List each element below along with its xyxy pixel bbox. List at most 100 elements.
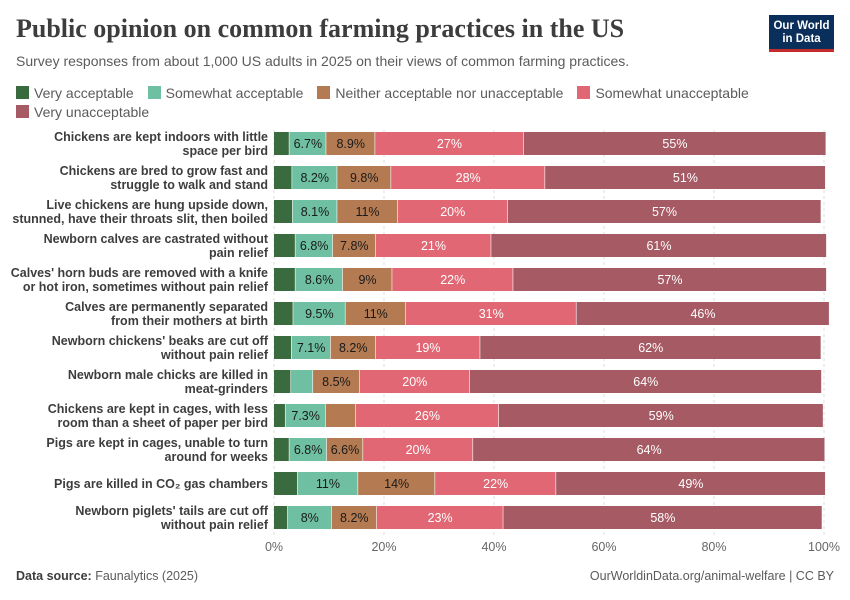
data-label: 8.2% <box>300 171 329 185</box>
bar-segment <box>295 234 333 257</box>
category-label: Calves' horn buds are removed with a kni… <box>11 266 268 280</box>
data-label: 20% <box>406 443 431 457</box>
chart-legend: Very acceptable Somewhat acceptable Neit… <box>16 83 816 121</box>
data-label: 9.5% <box>305 307 334 321</box>
category-label: Calves are permanently separated <box>65 300 268 314</box>
x-tick-label: 40% <box>481 540 506 554</box>
bar-segment <box>274 166 292 189</box>
data-label: 26% <box>415 409 440 423</box>
bar-segment <box>331 506 377 529</box>
bar-segment <box>392 268 513 291</box>
bar-segment <box>285 404 326 427</box>
legend-item-somewhat-acceptable[interactable]: Somewhat acceptable <box>147 83 304 102</box>
data-label: 28% <box>456 171 481 185</box>
bar-segment <box>287 506 332 529</box>
chart-subtitle: Survey responses from about 1,000 US adu… <box>16 53 630 69</box>
category-label: Live chickens are hung upside down, <box>46 198 268 212</box>
bar-segment <box>274 404 285 427</box>
credit-link[interactable]: OurWorldinData.org/animal-welfare | CC B… <box>589 569 834 583</box>
category-label: Chickens are bred to grow fast and <box>60 164 268 178</box>
data-label: 9.8% <box>350 171 379 185</box>
bar-segment <box>337 200 398 223</box>
bar-segment <box>274 302 293 325</box>
data-label: 64% <box>637 443 662 457</box>
data-label: 6.8% <box>300 239 329 253</box>
bar-segment <box>376 506 503 529</box>
data-label: 22% <box>483 477 508 491</box>
data-label: 21% <box>421 239 446 253</box>
x-tick-label: 20% <box>371 540 396 554</box>
bar-segment <box>274 438 289 461</box>
data-label: 57% <box>652 205 677 219</box>
data-label: 7.3% <box>291 409 320 423</box>
bar-segment <box>292 166 337 189</box>
data-source: Data source: Faunalytics (2025) <box>16 569 198 583</box>
data-label: 22% <box>440 273 465 287</box>
bar-segment <box>523 132 826 155</box>
legend-item-neither[interactable]: Neither acceptable nor unacceptable <box>317 83 563 102</box>
bar-segment <box>337 166 391 189</box>
bar-segment <box>274 132 289 155</box>
x-tick-label: 100% <box>808 540 840 554</box>
legend-item-very-unacceptable[interactable]: Very unacceptable <box>16 102 149 121</box>
bar-segment <box>274 370 291 393</box>
bar-segment <box>291 336 331 359</box>
data-label: 23% <box>428 511 453 525</box>
bar-segment <box>358 472 435 495</box>
bar-segment <box>297 472 358 495</box>
bar-segment <box>491 234 827 257</box>
category-label: or hot iron, sometimes without pain reli… <box>23 280 269 294</box>
legend-item-somewhat-unacceptable[interactable]: Somewhat unacceptable <box>577 83 749 102</box>
data-label: 8.1% <box>301 205 330 219</box>
bar-segment <box>397 200 508 223</box>
legend-swatch <box>577 86 591 99</box>
data-label: 27% <box>437 137 462 151</box>
bar-segment <box>363 438 473 461</box>
logo-line-1: Our World <box>773 20 830 32</box>
bar-segment <box>274 234 295 257</box>
bar-segment <box>375 132 524 155</box>
owid-logo[interactable]: Our World in Data <box>769 15 834 52</box>
bar-segment <box>293 302 345 325</box>
data-label: 49% <box>678 477 703 491</box>
bar-segment <box>326 132 375 155</box>
category-label: Newborn calves are castrated without <box>44 232 269 246</box>
data-label: 14% <box>384 477 409 491</box>
bar-segment <box>274 268 295 291</box>
bar-segment <box>274 336 291 359</box>
data-label: 6.6% <box>331 443 360 457</box>
category-label: struggle to walk and stand <box>110 178 268 192</box>
bar-segment <box>498 404 823 427</box>
category-label: room than a sheet of paper per bird <box>58 416 268 430</box>
data-label: 46% <box>690 307 715 321</box>
bar-segment <box>576 302 829 325</box>
data-label: 57% <box>657 273 682 287</box>
bar-segment <box>480 336 821 359</box>
data-label: 7.1% <box>297 341 326 355</box>
legend-label: Somewhat acceptable <box>165 84 304 101</box>
data-label: 31% <box>479 307 504 321</box>
bar-segment <box>435 472 556 495</box>
data-label: 11% <box>364 307 388 321</box>
data-label: 11% <box>316 477 340 491</box>
data-label: 11% <box>355 205 379 219</box>
data-label: 8.2% <box>340 511 369 525</box>
bar-segment <box>291 370 313 393</box>
bar-segment <box>289 132 326 155</box>
data-label: 61% <box>646 239 671 253</box>
legend-label: Very acceptable <box>34 84 134 101</box>
category-label: Newborn piglets' tails are cut off <box>75 504 268 518</box>
bar-segment <box>330 336 376 359</box>
data-label: 7.8% <box>340 239 369 253</box>
bar-segment <box>274 506 288 529</box>
x-tick-label: 0% <box>265 540 283 554</box>
data-label: 8.2% <box>339 341 368 355</box>
bar-segment <box>503 506 822 529</box>
legend-swatch <box>317 86 331 99</box>
bar-segment <box>332 234 376 257</box>
legend-item-very-acceptable[interactable]: Very acceptable <box>16 83 134 102</box>
category-label: from their mothers at birth <box>111 314 268 328</box>
data-label: 9% <box>358 273 376 287</box>
data-label: 8.6% <box>305 273 334 287</box>
